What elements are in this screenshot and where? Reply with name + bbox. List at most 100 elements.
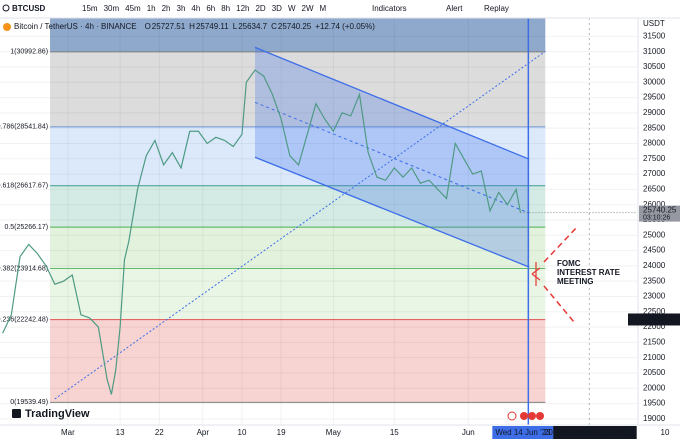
- x-tick-label: Jun: [462, 428, 475, 437]
- dashed-arrow: [543, 225, 579, 263]
- y-tick-label: 21500: [643, 337, 666, 346]
- y-tick-label: 24500: [643, 246, 666, 255]
- interval-button[interactable]: 12h: [236, 4, 249, 13]
- x-tick-label: 10: [238, 428, 247, 437]
- countdown-label: 03:10:26: [643, 214, 670, 221]
- legend-value: 25727.51: [152, 22, 186, 31]
- y-tick-label: 20500: [643, 368, 666, 377]
- y-tick-label: 26500: [643, 184, 666, 193]
- interval-button[interactable]: M: [320, 4, 327, 13]
- x-tick-label: 13: [116, 428, 125, 437]
- interval-button[interactable]: 2D: [255, 4, 265, 13]
- interval-button[interactable]: 1h: [147, 4, 156, 13]
- interval-button[interactable]: 6h: [206, 4, 215, 13]
- y-tick-label: 23500: [643, 276, 666, 285]
- toolbar: [0, 0, 680, 18]
- interval-button[interactable]: 4h: [191, 4, 200, 13]
- legend-value: 25749.11: [196, 22, 229, 31]
- fib-label: 0.5(25266.17): [4, 224, 48, 231]
- search-icon[interactable]: [2, 4, 10, 12]
- x-tick-label: 22: [155, 428, 164, 437]
- indicators-button[interactable]: Indicators: [372, 4, 407, 13]
- y-tick-label: 19000: [643, 414, 666, 423]
- x-tick-label: 19: [277, 428, 286, 437]
- fib-label: 1(30992.86): [10, 49, 48, 56]
- interval-button[interactable]: 15m: [82, 4, 98, 13]
- interval-button[interactable]: 45m: [125, 4, 141, 13]
- legend-key: O: [145, 22, 151, 31]
- x-tick-label: Mar: [61, 428, 75, 437]
- price-line: [2, 69, 522, 395]
- alert-button[interactable]: Alert: [446, 4, 463, 13]
- time-axis-label: 20: [544, 428, 553, 437]
- channel-fill: [255, 47, 530, 268]
- legend-change: +12.74 (+0.05%): [315, 22, 375, 31]
- trend-line: [54, 50, 546, 400]
- y-tick-label: 21000: [643, 353, 666, 362]
- crosshair-label: Wed 14 Jun '23: [492, 426, 554, 439]
- y-unit: USDT: [643, 19, 665, 28]
- y-tick-label: 20000: [643, 383, 666, 392]
- event-icon[interactable]: [520, 412, 528, 420]
- y-tick-label: 27000: [643, 169, 666, 178]
- y-tick-label: 24000: [643, 261, 666, 270]
- y-tick-label: 23000: [643, 292, 666, 301]
- interval-button[interactable]: 3D: [272, 4, 282, 13]
- event-arrow: [531, 262, 541, 286]
- replay-button[interactable]: Replay: [484, 4, 509, 13]
- legend-value: 25634.7: [238, 22, 267, 31]
- y-tick-label: 28500: [643, 123, 666, 132]
- x-tick-label: Apr: [197, 428, 210, 437]
- x-tick-label: 15: [390, 428, 399, 437]
- drawings: 1(30992.86) 0.786(28541.84) 0.618(26617.67…: [0, 46, 546, 406]
- channel-line: [254, 46, 530, 160]
- crosshair-label-box: [553, 426, 637, 439]
- y-tick-label: 28000: [643, 139, 666, 148]
- logo: TradingView: [12, 408, 90, 420]
- annotation-text: MEETING: [557, 277, 593, 286]
- fib-bands: [50, 18, 546, 403]
- x-tick-label: May: [326, 428, 341, 437]
- fib-label: 0.786(28541.84): [0, 124, 48, 131]
- symbol[interactable]: BTCUSD: [12, 4, 46, 13]
- interval-button[interactable]: 3h: [177, 4, 186, 13]
- marked-price-box: [628, 313, 680, 326]
- y-tick-label: 22000: [643, 322, 666, 331]
- y-tick-label: 26000: [643, 200, 666, 209]
- last-price-box: [639, 205, 680, 222]
- interval-button[interactable]: 30m: [104, 4, 120, 13]
- event-icon[interactable]: [507, 411, 517, 421]
- y-tick-label: 19500: [643, 399, 666, 408]
- fib-label: 0.382(23914.68): [0, 265, 48, 272]
- channel-midline: [254, 101, 530, 214]
- y-tick-label: 22500: [643, 307, 666, 316]
- y-tick-label: 29500: [643, 93, 666, 102]
- fib-band: [50, 18, 546, 52]
- grid: [0, 18, 638, 425]
- fib-label: 0.618(26617.67): [0, 183, 48, 190]
- axes: 19000 19500 20000 20500 21000 21500 22000 22500…: [61, 19, 680, 439]
- interval-button[interactable]: 2W: [302, 4, 314, 13]
- logo-icon: [12, 409, 21, 418]
- logo-text: TradingView: [25, 408, 90, 420]
- event-icon[interactable]: [528, 412, 536, 420]
- crosshair-label-box: [492, 426, 554, 439]
- interval-button[interactable]: 8h: [221, 4, 230, 13]
- y-tick-label: 31000: [643, 47, 666, 56]
- series: [2, 18, 638, 425]
- legend: Bitcoin / TetherUS · 4h · BINANCE O 25727…: [3, 22, 375, 31]
- time-axis-label: 10: [661, 428, 670, 437]
- crosshair-label-text: Wed 28 Jun '23 20:00: [556, 428, 634, 437]
- event-icon[interactable]: [536, 412, 544, 420]
- fib-label: 0(19539.49): [10, 399, 48, 406]
- fib-band: [50, 319, 546, 403]
- legend-key: C: [271, 22, 277, 31]
- crosshair-label-text: Wed 14 Jun '23: [495, 428, 551, 437]
- interval-button[interactable]: W: [288, 4, 296, 13]
- plot-area: 1(30992.86) 0.786(28541.84) 0.618(26617.67…: [0, 18, 638, 425]
- y-tick-label: 30000: [643, 77, 666, 86]
- fib-band: [50, 268, 546, 320]
- interval-button[interactable]: 2h: [162, 4, 171, 13]
